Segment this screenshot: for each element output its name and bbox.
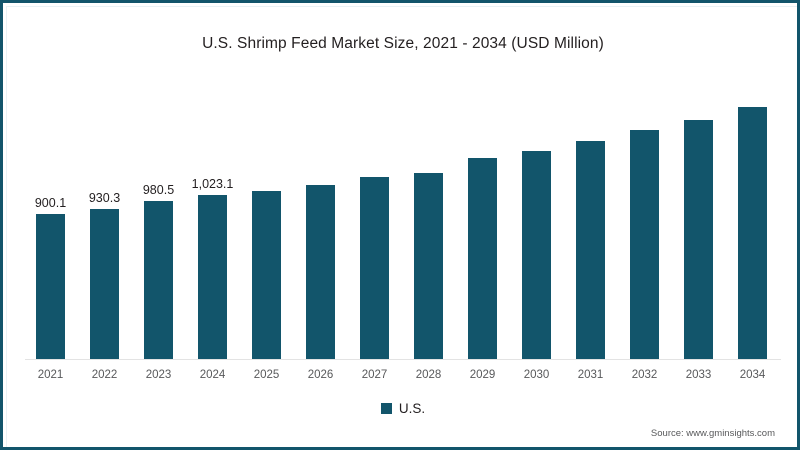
source-attribution: Source: www.gminsights.com [650, 428, 775, 439]
chart-title: U.S. Shrimp Feed Market Size, 2021 - 203… [202, 35, 604, 52]
x-tick-2028: 2028 [415, 369, 442, 381]
bar-2028[interactable] [414, 173, 443, 359]
bar-slot [241, 97, 292, 359]
x-tick-2027: 2027 [361, 369, 388, 381]
bar-2033[interactable] [684, 120, 713, 359]
bar-slot: 1,023.1 [187, 97, 238, 359]
bar-slot: 980.5 [133, 97, 184, 359]
bar-chart-plot-area: 900.1 2021 930.3 2022 980.5 2023 1,023.1 2024 20… [3, 3, 797, 447]
x-tick-2024: 2024 [199, 369, 226, 381]
bar-value-label-2023: 980.5 [142, 183, 175, 197]
bar-slot [295, 97, 346, 359]
x-tick-2023: 2023 [145, 369, 172, 381]
bar-2022[interactable] [90, 209, 119, 359]
bar-2027[interactable] [360, 177, 389, 359]
x-tick-2025: 2025 [253, 369, 280, 381]
bar-2031[interactable] [576, 141, 605, 359]
bar-slot: 900.1 [25, 97, 76, 359]
bar-2021[interactable] [36, 214, 65, 359]
x-axis-line [25, 359, 781, 360]
bar-2025[interactable] [252, 191, 281, 359]
bar-slot [619, 97, 670, 359]
bar-slot: 930.3 [79, 97, 130, 359]
bar-value-label-2022: 930.3 [88, 191, 121, 205]
bar-2029[interactable] [468, 158, 497, 359]
bar-value-label-2024: 1,023.1 [191, 177, 234, 191]
bar-2023[interactable] [144, 201, 173, 359]
x-tick-2029: 2029 [469, 369, 496, 381]
x-tick-2034: 2034 [739, 369, 766, 381]
x-tick-2032: 2032 [631, 369, 658, 381]
bar-slot [565, 97, 616, 359]
bar-slot [457, 97, 508, 359]
bar-2034[interactable] [738, 107, 767, 359]
x-tick-2030: 2030 [523, 369, 550, 381]
chart-legend: U.S. [3, 401, 797, 416]
bar-value-label-2021: 900.1 [34, 196, 67, 210]
x-tick-2031: 2031 [577, 369, 604, 381]
legend-swatch-us [380, 403, 392, 414]
bar-2024[interactable] [198, 195, 227, 359]
bar-2030[interactable] [522, 151, 551, 359]
bar-2026[interactable] [306, 185, 335, 359]
bar-slot [403, 97, 454, 359]
bar-slot [673, 97, 724, 359]
bar-slot [511, 97, 562, 359]
x-tick-2026: 2026 [307, 369, 334, 381]
x-tick-2022: 2022 [91, 369, 118, 381]
legend-label-us: U.S. [398, 401, 426, 416]
x-tick-2021: 2021 [37, 369, 64, 381]
x-tick-2033: 2033 [685, 369, 712, 381]
bar-slot [727, 97, 778, 359]
bar-2032[interactable] [630, 130, 659, 359]
bar-slot [349, 97, 400, 359]
inner-frame-border [6, 6, 797, 447]
